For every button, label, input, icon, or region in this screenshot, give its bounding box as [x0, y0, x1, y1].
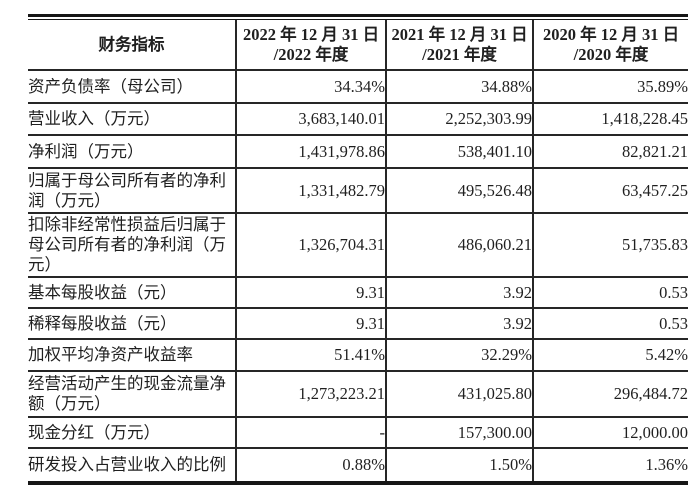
row-label-cell: 经营活动产生的现金流量净额（万元） [28, 371, 236, 418]
table-row-operating-cash-flow: 经营活动产生的现金流量净额（万元） 1,273,223.21 431,025.8… [28, 371, 688, 418]
value-cell: 34.34% [235, 70, 386, 104]
row-label-cell: 营业收入（万元） [28, 103, 236, 136]
header-indicator-label: 财务指标 [98, 34, 165, 54]
value-cell: 3,683,140.01 [235, 103, 386, 136]
value-cell: 3.92 [385, 308, 533, 340]
table-row-diluted-eps: 稀释每股收益（元） 9.31 3.92 0.53 [28, 308, 688, 340]
header-indicator-cell: 财务指标 [28, 20, 236, 71]
value-cell: 34.88% [385, 70, 533, 104]
value-cell: 2,252,303.99 [385, 103, 533, 136]
value-cell: 0.88% [235, 448, 386, 481]
value-cell: 1.50% [385, 448, 533, 481]
financial-indicators-table: 财务指标 2022 年 12 月 31 日 /2022 年度 2021 年 12… [28, 14, 688, 485]
value-cell: 1,326,704.31 [235, 213, 386, 278]
row-label-cell: 净利润（万元） [28, 135, 236, 169]
table-bottom-thick-rule [28, 481, 688, 485]
value-cell: 538,401.10 [385, 135, 533, 169]
table-row-basic-eps: 基本每股收益（元） 9.31 3.92 0.53 [28, 277, 688, 309]
row-label-cell: 稀释每股收益（元） [28, 308, 236, 340]
table-row-revenue: 营业收入（万元） 3,683,140.01 2,252,303.99 1,418… [28, 103, 688, 136]
value-cell: 495,526.48 [385, 168, 533, 214]
value-cell: 9.31 [235, 277, 386, 309]
table-top-double-rule [28, 14, 688, 20]
value-cell: 9.31 [235, 308, 386, 340]
header-period-2022-cell: 2022 年 12 月 31 日 /2022 年度 [235, 20, 386, 71]
table-row-rd-revenue-ratio: 研发投入占营业收入的比例 0.88% 1.50% 1.36% [28, 448, 688, 481]
header-period-2022-line1: 2022 年 12 月 31 日 [242, 24, 380, 44]
value-cell: 1.36% [532, 448, 688, 481]
table-row-net-profit: 净利润（万元） 1,431,978.86 538,401.10 82,821.2… [28, 135, 688, 169]
row-label-cell: 基本每股收益（元） [28, 277, 236, 309]
value-cell: 12,000.00 [532, 417, 688, 449]
table-row-weighted-roe: 加权平均净资产收益率 51.41% 32.29% 5.42% [28, 339, 688, 372]
value-cell: 486,060.21 [385, 213, 533, 278]
value-cell: 35.89% [532, 70, 688, 104]
value-cell: 1,418,228.45 [532, 103, 688, 136]
value-cell: 3.92 [385, 277, 533, 309]
row-label-cell: 研发投入占营业收入的比例 [28, 455, 226, 474]
header-period-2020-line2: /2020 年度 [573, 44, 649, 64]
row-label-cell: 归属于母公司所有者的净利润（万元） [28, 168, 236, 214]
table-body: 资产负债率（母公司） 34.34% 34.88% 35.89% 营业收入（万元）… [28, 70, 688, 481]
row-label-cell: 加权平均净资产收益率 [28, 339, 236, 372]
value-cell: 1,273,223.21 [235, 371, 386, 418]
value-cell: 296,484.72 [532, 371, 688, 418]
header-period-2020-cell: 2020 年 12 月 31 日 /2020 年度 [532, 20, 688, 71]
financial-table: 财务指标 2022 年 12 月 31 日 /2022 年度 2021 年 12… [28, 20, 688, 481]
table-row-debt-ratio: 资产负债率（母公司） 34.34% 34.88% 35.89% [28, 70, 688, 104]
value-cell: 63,457.25 [532, 168, 688, 214]
header-period-2021-cell: 2021 年 12 月 31 日 /2021 年度 [385, 20, 533, 71]
value-cell: 51.41% [235, 339, 386, 372]
table-row-net-profit-excl-nonrecurring: 扣除非经常性损益后归属于母公司所有者的净利润（万元） 1,326,704.31 … [28, 213, 688, 278]
table-header: 财务指标 2022 年 12 月 31 日 /2022 年度 2021 年 12… [28, 20, 688, 71]
header-period-2021-line2: /2021 年度 [422, 44, 497, 64]
value-cell: 51,735.83 [532, 213, 688, 278]
value-cell: 82,821.21 [532, 135, 688, 169]
header-period-2022-line2: /2022 年度 [273, 44, 349, 64]
table-row-cash-dividend: 现金分红（万元） - 157,300.00 12,000.00 [28, 417, 688, 449]
value-cell: 1,331,482.79 [235, 168, 386, 214]
row-label-cell: 资产负债率（母公司） [28, 70, 236, 104]
header-period-2021-line1: 2021 年 12 月 31 日 [391, 24, 528, 44]
value-cell: - [235, 417, 386, 449]
header-row: 财务指标 2022 年 12 月 31 日 /2022 年度 2021 年 12… [28, 20, 688, 71]
value-cell: 0.53 [532, 277, 688, 309]
value-cell: 0.53 [532, 308, 688, 340]
table-row-net-profit-parent: 归属于母公司所有者的净利润（万元） 1,331,482.79 495,526.4… [28, 168, 688, 214]
value-cell: 5.42% [532, 339, 688, 372]
header-period-2020-line1: 2020 年 12 月 31 日 [542, 24, 680, 44]
value-cell: 32.29% [385, 339, 533, 372]
value-cell: 431,025.80 [385, 371, 533, 418]
value-cell: 157,300.00 [385, 417, 533, 449]
row-label-cell: 现金分红（万元） [28, 417, 236, 449]
row-label-cell: 扣除非经常性损益后归属于母公司所有者的净利润（万元） [28, 213, 236, 278]
value-cell: 1,431,978.86 [235, 135, 386, 169]
